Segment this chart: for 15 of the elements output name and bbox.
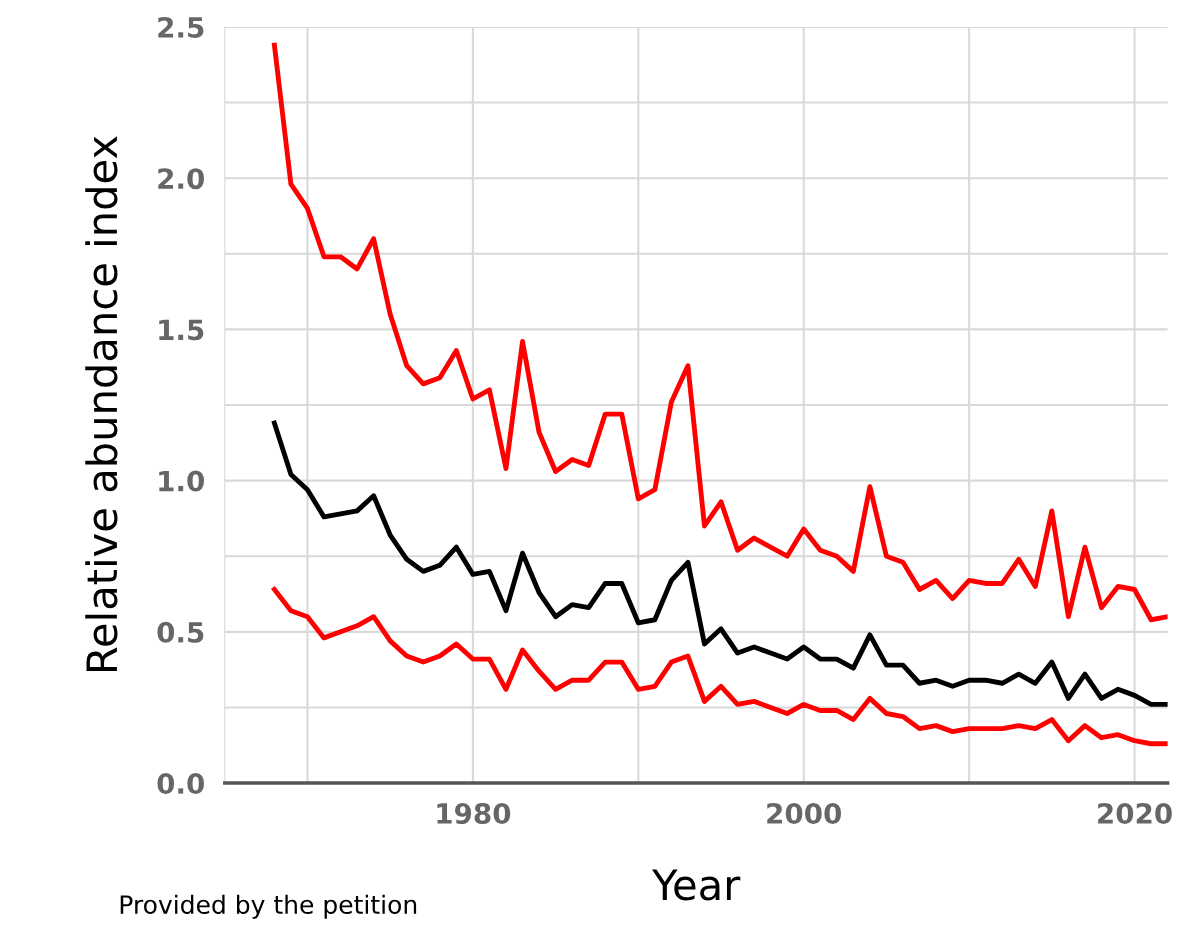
y-tick-label: 0.0: [157, 773, 204, 795]
line-series: [271, 42, 1168, 623]
y-tick-label: 2.5: [158, 16, 204, 38]
y-tick-label: 0.5: [157, 621, 204, 643]
y-tick-label: 2.0: [158, 168, 204, 190]
y-axis-title: Relative abundance index: [85, 136, 118, 672]
line-series: [271, 420, 1168, 707]
x-axis-title: Year: [652, 869, 741, 901]
line-series: [271, 587, 1168, 747]
x-tick-label: 1980: [437, 802, 511, 825]
x-tick-label: 2020: [1098, 802, 1172, 825]
text: Provided by the petition: [120, 894, 417, 919]
x-tick-label: 2000: [767, 802, 842, 825]
y-tick-label: 1.0: [159, 470, 204, 492]
y-tick-label: 1.5: [159, 319, 204, 341]
